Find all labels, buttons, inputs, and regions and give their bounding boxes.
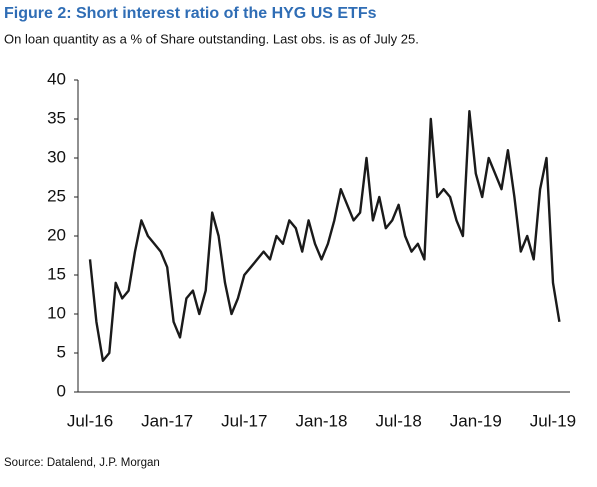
y-tick-label: 30 [47, 147, 66, 166]
source-note: Source: Datalend, J.P. Morgan [4, 457, 160, 469]
x-tick-label: Jul-18 [375, 411, 421, 430]
y-tick-label: 10 [47, 303, 66, 322]
x-tick-label: Jul-17 [221, 411, 267, 430]
chart-title: Figure 2: Short interest ratio of the HY… [4, 5, 377, 22]
x-tick-label: Jul-16 [67, 411, 113, 430]
x-tick-label: Jul-19 [530, 411, 576, 430]
chart-subtitle: On loan quantity as a % of Share outstan… [4, 31, 419, 46]
x-tick-label: Jan-18 [295, 411, 347, 430]
y-tick-label: 5 [57, 342, 66, 361]
data-line [88, 110, 561, 362]
y-tick-label: 35 [47, 108, 66, 127]
y-tick-label: 15 [47, 264, 66, 283]
y-tick-label: 0 [57, 381, 66, 400]
y-tick-label: 40 [47, 69, 66, 88]
y-tick-label: 25 [47, 186, 66, 205]
x-tick-label: Jan-17 [141, 411, 193, 430]
y-tick-label: 20 [47, 225, 66, 244]
x-tick-label: Jan-19 [450, 411, 502, 430]
